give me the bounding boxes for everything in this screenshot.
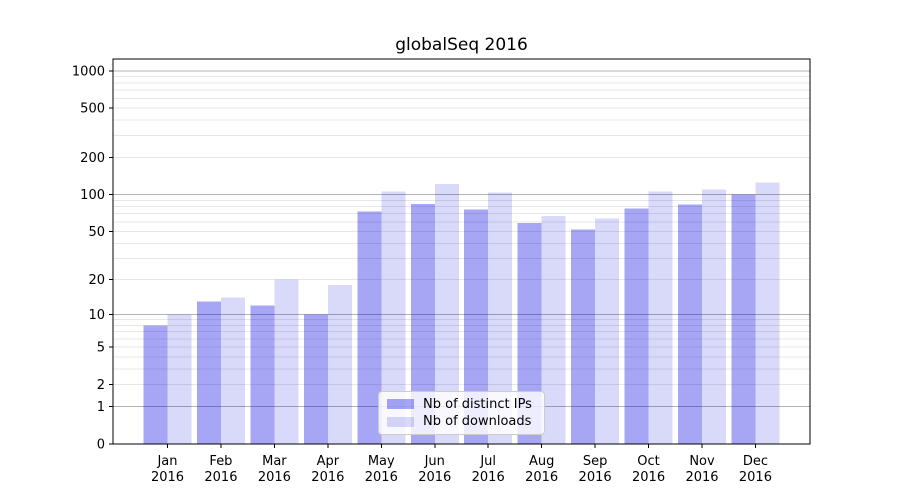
bar-nb-of-distinct-ips-apr-2016 [303, 314, 328, 444]
bar-nb-of-downloads-sep-2016 [595, 218, 620, 444]
y-tick-label: 200 [80, 151, 105, 166]
x-tick-label-year: 2016 [579, 470, 612, 485]
legend-label-distinct-ips: Nb of distinct IPs [423, 396, 532, 412]
bar-nb-of-downloads-dec-2016 [755, 182, 780, 444]
x-tick-label-year: 2016 [632, 470, 665, 485]
x-tick-label-month: May [368, 454, 395, 469]
legend-swatch-distinct-ips [387, 399, 414, 410]
legend-item-distinct-ips: Nb of distinct IPs [387, 397, 536, 412]
y-tick-label: 20 [88, 273, 105, 288]
x-tick-label-month: Mar [262, 454, 287, 469]
bar-nb-of-downloads-mar-2016 [274, 279, 299, 444]
bar-nb-of-downloads-oct-2016 [648, 191, 673, 444]
x-tick-label-year: 2016 [525, 470, 558, 485]
x-tick-label-year: 2016 [472, 470, 505, 485]
y-tick-label: 100 [80, 188, 105, 203]
x-tick-label-year: 2016 [311, 470, 344, 485]
x-tick-label-year: 2016 [204, 470, 237, 485]
x-tick-label-year: 2016 [258, 470, 291, 485]
x-tick-label-month: Feb [209, 454, 232, 469]
bar-nb-of-downloads-apr-2016 [327, 284, 352, 444]
y-tick-label: 10 [88, 308, 105, 323]
legend-swatch-downloads [387, 416, 414, 427]
x-tick-label-month: Apr [317, 454, 340, 469]
bar-nb-of-distinct-ips-feb-2016 [196, 301, 221, 444]
bar-nb-of-downloads-jan-2016 [167, 314, 192, 444]
x-tick-label-year: 2016 [151, 470, 184, 485]
x-tick-label-year: 2016 [739, 470, 772, 485]
x-tick-label-year: 2016 [365, 470, 398, 485]
bar-nb-of-downloads-nov-2016 [702, 189, 726, 444]
plot-border [112, 58, 811, 445]
y-tick-label: 2 [97, 378, 105, 393]
chart-title: globalSeq 2016 [395, 35, 528, 55]
bar-nb-of-distinct-ips-oct-2016 [624, 208, 649, 444]
bar-nb-of-distinct-ips-jan-2016 [143, 325, 168, 444]
x-tick-label-month: Jan [156, 454, 177, 469]
x-tick-label-month: Aug [529, 454, 554, 469]
x-tick-label-month: Jun [424, 454, 445, 469]
y-tick-label: 500 [80, 102, 105, 117]
x-tick-label-month: Oct [637, 454, 659, 469]
y-tick-label: 0 [97, 438, 105, 453]
x-tick-label-year: 2016 [418, 470, 451, 485]
bar-nb-of-distinct-ips-nov-2016 [678, 204, 702, 444]
x-tick-label-month: Sep [583, 454, 608, 469]
x-tick-label-month: Jul [479, 454, 496, 469]
x-tick-label-month: Nov [689, 454, 715, 469]
y-tick-label: 1 [97, 400, 105, 415]
bar-nb-of-downloads-aug-2016 [541, 216, 566, 444]
legend-item-downloads: Nb of downloads [387, 414, 536, 429]
bar-nb-of-distinct-ips-may-2016 [357, 211, 382, 444]
legend-label-downloads: Nb of downloads [423, 414, 532, 430]
bar-nb-of-downloads-feb-2016 [220, 297, 245, 444]
y-tick-label: 1000 [72, 64, 105, 79]
x-tick-label-month: Dec [743, 454, 768, 469]
legend: Nb of distinct IPs Nb of downloads [378, 391, 545, 435]
bar-nb-of-distinct-ips-mar-2016 [250, 305, 275, 444]
bar-nb-of-distinct-ips-sep-2016 [571, 229, 596, 444]
y-tick-label: 50 [88, 225, 105, 240]
bar-nb-of-distinct-ips-dec-2016 [731, 194, 756, 444]
y-tick-label: 5 [97, 341, 105, 356]
x-tick-label-year: 2016 [685, 470, 718, 485]
